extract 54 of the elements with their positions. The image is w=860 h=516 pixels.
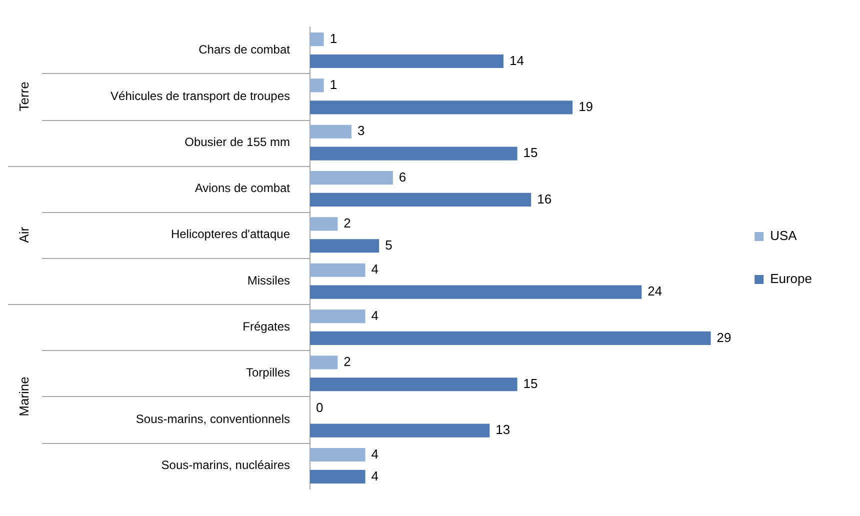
data-label: 16 bbox=[537, 191, 552, 206]
data-label: 15 bbox=[523, 376, 538, 391]
legend-label: USA bbox=[770, 228, 798, 244]
data-label: 0 bbox=[316, 400, 324, 416]
data-label: 6 bbox=[398, 169, 406, 184]
y-tick-label: Obusier de 155 mm bbox=[184, 134, 290, 149]
data-label: 2 bbox=[344, 216, 351, 231]
legend-label: Europe bbox=[770, 271, 812, 286]
bar bbox=[310, 32, 324, 46]
y-tick-label: Chars de combat bbox=[198, 42, 291, 57]
bar bbox=[310, 356, 338, 370]
bar bbox=[310, 263, 366, 277]
data-label: 4 bbox=[371, 468, 379, 484]
bar bbox=[310, 470, 366, 484]
data-label: 3 bbox=[357, 123, 365, 138]
bar bbox=[310, 78, 324, 92]
data-label: 24 bbox=[648, 284, 662, 299]
y-tick-label: Helicopteres d'attaque bbox=[170, 227, 290, 242]
data-label: 5 bbox=[385, 237, 392, 252]
bar bbox=[310, 124, 352, 138]
bar bbox=[310, 448, 366, 462]
data-label: 1 bbox=[330, 30, 338, 46]
data-label: 15 bbox=[523, 145, 538, 160]
bar bbox=[310, 171, 393, 185]
data-label: 4 bbox=[371, 262, 379, 277]
bar bbox=[310, 192, 532, 207]
y-tick-label: Torpilles bbox=[246, 366, 290, 380]
y-tick-label: Véhicules de transport de troupes bbox=[110, 88, 290, 103]
y-tick-label: Frégates bbox=[242, 320, 290, 334]
text: Terre bbox=[16, 82, 32, 112]
bar bbox=[310, 146, 518, 160]
data-label: 4 bbox=[371, 446, 379, 462]
bar bbox=[310, 54, 504, 68]
y-tick-label: Sous-marins, nucléaires bbox=[161, 458, 290, 472]
bar bbox=[310, 100, 573, 114]
data-label: 19 bbox=[578, 98, 594, 114]
bar bbox=[310, 239, 380, 253]
y-tick-label: Avions de combat bbox=[194, 181, 291, 196]
y-tick-label: Sous-marins, conventionnels bbox=[136, 412, 290, 426]
text: Marine bbox=[16, 376, 32, 416]
bar bbox=[310, 378, 518, 392]
bar bbox=[310, 309, 366, 324]
bar bbox=[310, 331, 711, 345]
data-label: 14 bbox=[509, 52, 524, 68]
data-label: 2 bbox=[344, 354, 351, 370]
y-tick-label: Missiles bbox=[247, 273, 290, 288]
text: Air bbox=[16, 226, 32, 243]
data-label: 1 bbox=[330, 77, 338, 92]
data-label: 29 bbox=[716, 330, 732, 345]
bar bbox=[310, 285, 642, 299]
bar bbox=[310, 424, 490, 438]
data-label: 13 bbox=[496, 422, 510, 438]
data-label: 4 bbox=[371, 308, 379, 323]
bar bbox=[310, 217, 338, 231]
